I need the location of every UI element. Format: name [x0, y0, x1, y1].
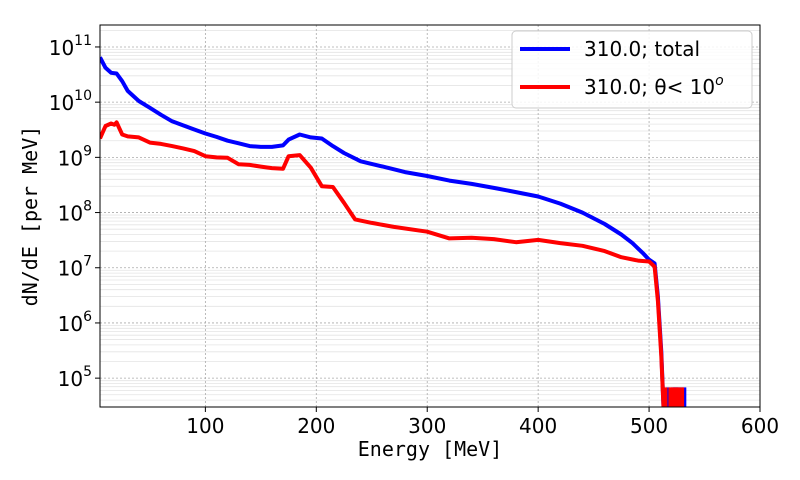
- plot-frame: [99, 24, 761, 408]
- series-theta: [100, 120, 685, 407]
- legend-label-theta-exp: o: [715, 73, 724, 89]
- y-tick-label: 107: [58, 254, 92, 281]
- y-tick-label: 105: [58, 364, 92, 391]
- series-layer: [100, 56, 687, 407]
- x-tick-label: 100: [186, 414, 224, 438]
- x-tick-label: 600: [741, 414, 779, 438]
- legend-label-theta-base: 310.0; θ< 10: [584, 75, 715, 99]
- x-tick-label: 500: [630, 414, 668, 438]
- y-tick-label: 109: [58, 143, 92, 170]
- series-total: [100, 56, 687, 407]
- y-tick-label: 1010: [49, 88, 92, 115]
- y-tick-label: 1011: [49, 33, 92, 60]
- legend-box: [511, 30, 753, 109]
- y-axis-label: dN/dE [per MeV]: [18, 126, 42, 307]
- legend: 310.0; total 310.0; θ< 10o: [511, 30, 753, 109]
- x-axis-label: Energy [MeV]: [358, 437, 503, 461]
- legend-label-total: 310.0; total: [584, 37, 700, 61]
- y-axis: 105 106 107 108 109 1010 1011: [49, 33, 100, 391]
- x-tick-label: 400: [519, 414, 557, 438]
- x-tick-label: 300: [408, 414, 446, 438]
- y-tick-label: 106: [58, 309, 92, 336]
- legend-label-theta: 310.0; θ< 10o: [584, 73, 724, 99]
- series-line: [100, 56, 666, 407]
- y-tick-label: 108: [58, 199, 92, 226]
- x-tick-label: 200: [297, 414, 335, 438]
- series-line: [100, 120, 666, 407]
- x-axis: 100 200 300 400 500 600: [186, 407, 779, 438]
